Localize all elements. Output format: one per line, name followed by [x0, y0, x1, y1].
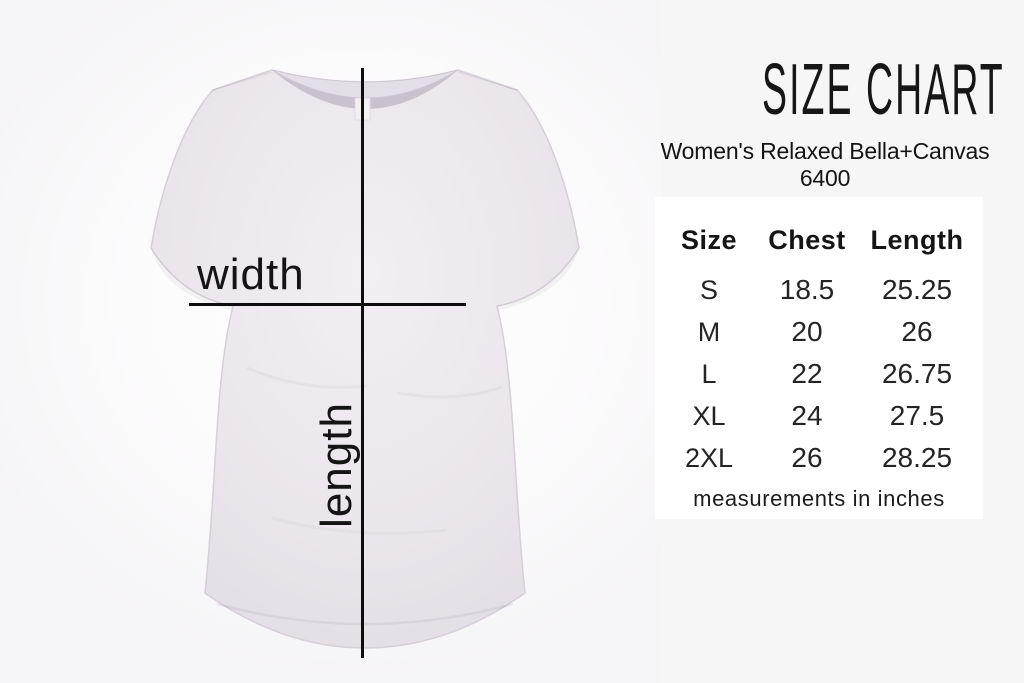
chest-cell: 26: [791, 442, 823, 473]
column-header-chest: Chest: [768, 224, 846, 255]
length-cell: 26: [901, 316, 933, 347]
tshirt-image: [150, 69, 580, 649]
page-subtitle: Women's Relaxed Bella+Canvas 6400: [660, 138, 990, 191]
chest-cell: 24: [791, 400, 823, 431]
length-cell: 27.5: [889, 400, 945, 431]
chest-cell: 22: [791, 358, 823, 389]
length-label: length: [312, 402, 361, 528]
size-cell: M: [697, 316, 721, 347]
length-cell: 25.25: [881, 274, 953, 305]
table-row: L 22 26.75: [655, 353, 983, 395]
units-footnote: measurements in inches: [693, 486, 945, 511]
size-cell: XL: [692, 400, 726, 431]
width-measure-line: [189, 303, 466, 306]
table-header-row: Size Chest Length: [655, 217, 983, 263]
size-cell: S: [699, 274, 718, 305]
page-title-text: SIZE CHART: [762, 50, 1005, 130]
width-label: width: [197, 250, 305, 299]
column-header-length: Length: [870, 224, 964, 255]
size-cell: 2XL: [684, 442, 734, 473]
chest-cell: 20: [791, 316, 823, 347]
table-row: XL 24 27.5: [655, 395, 983, 437]
length-cell: 28.25: [881, 442, 953, 473]
table-row: 2XL 26 28.25: [655, 437, 983, 479]
page-title: SIZE CHART: [650, 54, 1003, 126]
size-cell: L: [701, 358, 717, 389]
chest-cell: 18.5: [779, 274, 835, 305]
length-measure-line: [361, 68, 364, 658]
table-row: M 20 26: [655, 311, 983, 353]
table-row: S 18.5 25.25: [655, 269, 983, 311]
size-table-card: Size Chest Length S 18.5 25.25 M 20 26 L…: [655, 197, 983, 519]
column-header-size: Size: [680, 224, 738, 255]
length-cell: 26.75: [881, 358, 953, 389]
